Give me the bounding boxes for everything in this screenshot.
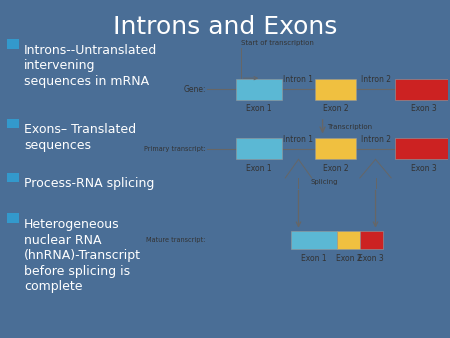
Text: Mature transcript:: Mature transcript: xyxy=(146,237,206,243)
Bar xyxy=(395,138,450,159)
Bar xyxy=(7,39,19,49)
Bar xyxy=(7,213,19,223)
Text: Exon 3: Exon 3 xyxy=(359,254,384,263)
Text: Exon 2: Exon 2 xyxy=(323,104,349,114)
Text: Splicing: Splicing xyxy=(310,179,338,185)
Bar xyxy=(236,79,282,100)
Text: Start of transcription: Start of transcription xyxy=(241,40,314,46)
Bar xyxy=(236,138,282,159)
Bar xyxy=(337,232,360,249)
Bar xyxy=(395,79,450,100)
Text: Heterogeneous
nuclear RNA
(hnRNA)-Transcript
before splicing is
complete: Heterogeneous nuclear RNA (hnRNA)-Transc… xyxy=(24,218,141,293)
Text: Intron 1: Intron 1 xyxy=(284,75,314,84)
Text: Intron 2: Intron 2 xyxy=(360,75,391,84)
Bar xyxy=(7,173,19,182)
Bar xyxy=(315,79,356,100)
Text: Exon 3: Exon 3 xyxy=(411,104,436,114)
Bar xyxy=(315,138,356,159)
Bar xyxy=(7,119,19,128)
Text: Exon 1: Exon 1 xyxy=(246,164,271,173)
Text: Gene:: Gene: xyxy=(183,85,206,94)
Text: Exon 1: Exon 1 xyxy=(302,254,327,263)
Text: Exon 2: Exon 2 xyxy=(323,164,349,173)
Text: Process-RNA splicing: Process-RNA splicing xyxy=(24,177,154,190)
Text: Exon 3: Exon 3 xyxy=(411,164,436,173)
Text: Exon 2: Exon 2 xyxy=(336,254,361,263)
Bar xyxy=(360,232,383,249)
Text: Intron 2: Intron 2 xyxy=(360,135,391,144)
Text: Primary transcript:: Primary transcript: xyxy=(144,146,206,152)
Text: Introns--Untranslated
intervening
sequences in mRNA: Introns--Untranslated intervening sequen… xyxy=(24,44,157,88)
Text: Exons– Translated
sequences: Exons– Translated sequences xyxy=(24,123,136,152)
Text: Exon 1: Exon 1 xyxy=(246,104,271,114)
Bar xyxy=(291,232,337,249)
Text: Introns and Exons: Introns and Exons xyxy=(113,15,337,39)
Text: Transcription: Transcription xyxy=(328,124,373,130)
Text: Intron 1: Intron 1 xyxy=(284,135,314,144)
